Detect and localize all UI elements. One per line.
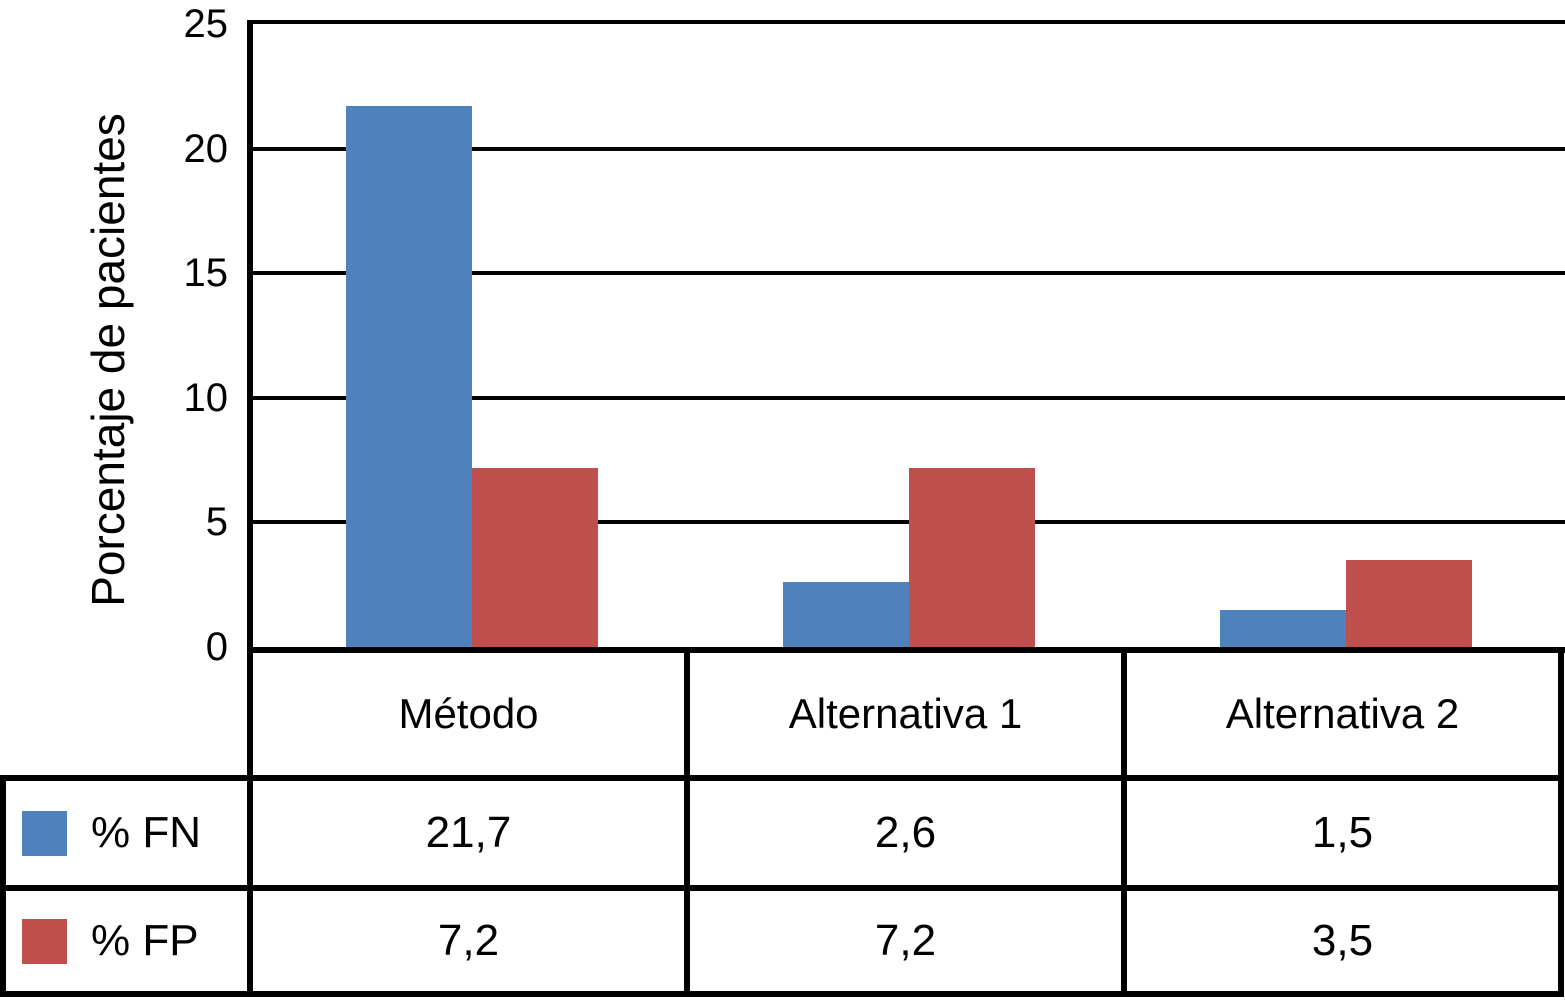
legend-label-fn: % FN bbox=[91, 808, 201, 857]
fp-value-alternativa-2: 3,5 bbox=[1121, 885, 1564, 997]
y-tick-label-0: 0 bbox=[205, 625, 228, 669]
gridline-10 bbox=[253, 395, 1565, 400]
fn-value-alternativa-1: 2,6 bbox=[684, 775, 1127, 891]
gridline-20 bbox=[253, 146, 1565, 151]
fp-series-swatch-icon bbox=[22, 918, 67, 964]
table-corner-spacer bbox=[3, 653, 250, 778]
bar-fp-1 bbox=[472, 468, 598, 647]
category-header-alternativa-1: Alternativa 1 bbox=[684, 653, 1127, 781]
legend-cell-fn: % FN bbox=[0, 775, 253, 891]
table-row-fp: % FP 7,2 7,2 3,5 bbox=[0, 885, 1564, 997]
fn-series-swatch-icon bbox=[22, 810, 67, 856]
fp-value-metodo: 7,2 bbox=[247, 885, 690, 997]
y-tick-label-25: 25 bbox=[183, 2, 229, 46]
bar-fn-1 bbox=[346, 106, 472, 647]
y-tick-label-10: 10 bbox=[183, 375, 229, 420]
bar-fn-2 bbox=[783, 582, 909, 647]
y-tick-label-20: 20 bbox=[183, 126, 229, 171]
fn-value-metodo: 21,7 bbox=[247, 775, 690, 891]
bar-fp-2 bbox=[909, 468, 1035, 647]
fn-value-alternativa-2: 1,5 bbox=[1121, 775, 1564, 891]
bar-fn-3 bbox=[1220, 610, 1346, 647]
y-tick-label-15: 15 bbox=[183, 251, 229, 296]
legend-cell-fp: % FP bbox=[0, 885, 253, 997]
legend-label-fp: % FP bbox=[91, 916, 199, 965]
y-tick-label-5: 5 bbox=[205, 500, 228, 545]
bar-fp-3 bbox=[1346, 560, 1472, 647]
y-axis-tick-labels: 0 5 10 15 20 25 bbox=[0, 4, 229, 667]
data-table: Método Alternativa 1 Alternativa 2 % FN … bbox=[0, 653, 1564, 997]
category-header-row: Método Alternativa 1 Alternativa 2 bbox=[3, 653, 1564, 781]
table-row-fn: % FN 21,7 2,6 1,5 bbox=[0, 775, 1564, 891]
gridline-15 bbox=[253, 271, 1565, 276]
fp-value-alternativa-1: 7,2 bbox=[684, 885, 1127, 997]
category-header-metodo: Método bbox=[247, 653, 690, 781]
plot-area bbox=[247, 20, 1565, 653]
category-header-alternativa-2: Alternativa 2 bbox=[1121, 653, 1564, 781]
